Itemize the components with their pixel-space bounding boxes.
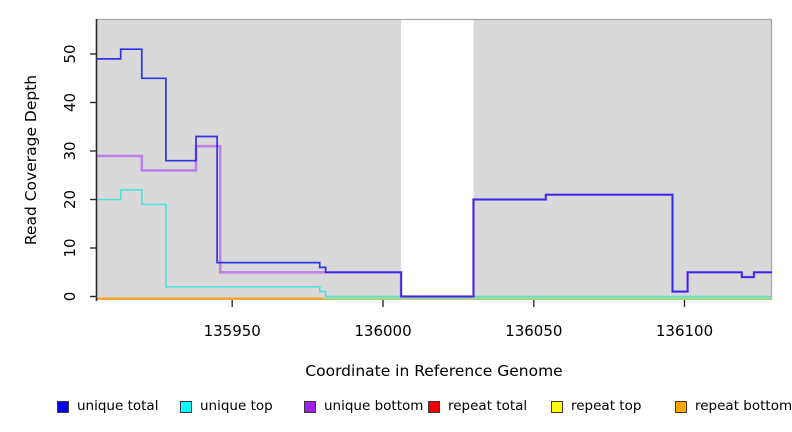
legend-item-repeat-bottom: repeat bottom	[675, 398, 792, 415]
legend-item-label: unique total	[77, 398, 159, 414]
plot-border	[96, 18, 773, 300]
legend-item-label: repeat bottom	[695, 398, 792, 414]
y-tick-label: 40	[61, 93, 79, 112]
legend-item-unique-bottom: unique bottom	[304, 398, 423, 415]
y-tick-label: 30	[61, 141, 79, 160]
legend: unique total unique top unique bottom repea…	[0, 398, 792, 418]
repeat-bottom-swatch	[675, 400, 687, 413]
series-unique-top	[96, 189, 772, 298]
legend-item-label: unique top	[200, 398, 273, 414]
repeat-total-swatch	[428, 400, 440, 413]
unique-bottom-swatch	[304, 400, 316, 413]
unique-top-swatch	[180, 400, 192, 413]
x-tick-label: 135950	[204, 322, 261, 340]
legend-item-unique-total: unique total	[57, 398, 158, 415]
repeat-top-swatch	[551, 400, 563, 413]
y-tick-label: 20	[61, 190, 79, 209]
chart-canvas: 0 10 20 30 40 50 135950 136000 136050 136100	[61, 18, 773, 340]
legend-item-repeat-total: repeat total	[428, 398, 527, 415]
x-tick-label: 136000	[354, 322, 411, 340]
legend-item-label: unique bottom	[324, 398, 424, 414]
legend-item-label: repeat total	[448, 398, 528, 414]
gap-region	[401, 19, 474, 300]
y-tick-label: 0	[61, 292, 79, 302]
y-tick-label: 50	[61, 44, 79, 63]
legend-item-unique-top: unique top	[180, 398, 273, 415]
x-axis-title: Coordinate in Reference Genome	[305, 362, 563, 380]
y-axis-title: Read Coverage Depth	[22, 74, 40, 246]
x-tick-label: 136050	[505, 322, 562, 340]
y-tick-label: 10	[61, 238, 79, 257]
x-tick-label: 136100	[656, 322, 713, 340]
legend-item-label: repeat top	[571, 398, 642, 414]
legend-item-repeat-top: repeat top	[551, 398, 641, 415]
unique-total-swatch	[57, 400, 69, 413]
series-unique-total	[96, 48, 772, 298]
